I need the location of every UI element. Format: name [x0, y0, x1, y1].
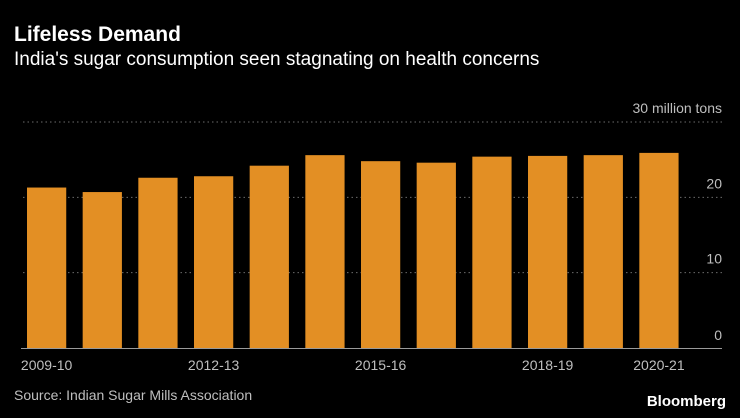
bar-2020-21	[639, 152, 679, 348]
chart-subtitle: India's sugar consumption seen stagnatin…	[14, 49, 540, 70]
y-tick-label-0: 0	[714, 327, 722, 343]
y-tick-label-10: 10	[706, 251, 722, 267]
bloomberg-logo: Bloomberg	[646, 393, 726, 410]
source-note: Source: Indian Sugar Mills Association	[14, 387, 253, 403]
x-tick-label-2009-10: 2009-10	[21, 357, 73, 373]
bar-2017-18	[472, 156, 512, 348]
bar-2013-14	[249, 165, 289, 348]
y-tick-label-30: 30 million tons	[633, 100, 723, 116]
x-tick-label-2018-19: 2018-19	[522, 357, 574, 373]
x-tick-label-2012-13: 2012-13	[188, 357, 240, 373]
chart-title: Lifeless Demand	[14, 23, 181, 46]
bar-2011-12	[138, 177, 178, 348]
bar-2015-16	[361, 161, 401, 348]
bar-2012-13	[194, 176, 234, 348]
x-tick-label-2015-16: 2015-16	[355, 357, 407, 373]
bar-2009-10	[27, 187, 67, 348]
bar-2014-15	[305, 155, 345, 348]
bar-2016-17	[416, 162, 456, 348]
y-tick-label-20: 20	[706, 175, 722, 191]
x-tick-label-2020-21: 2020-21	[633, 357, 685, 373]
bar-2018-19	[528, 155, 568, 348]
bar-2019-20	[583, 155, 623, 348]
bar-2010-11	[82, 192, 122, 348]
